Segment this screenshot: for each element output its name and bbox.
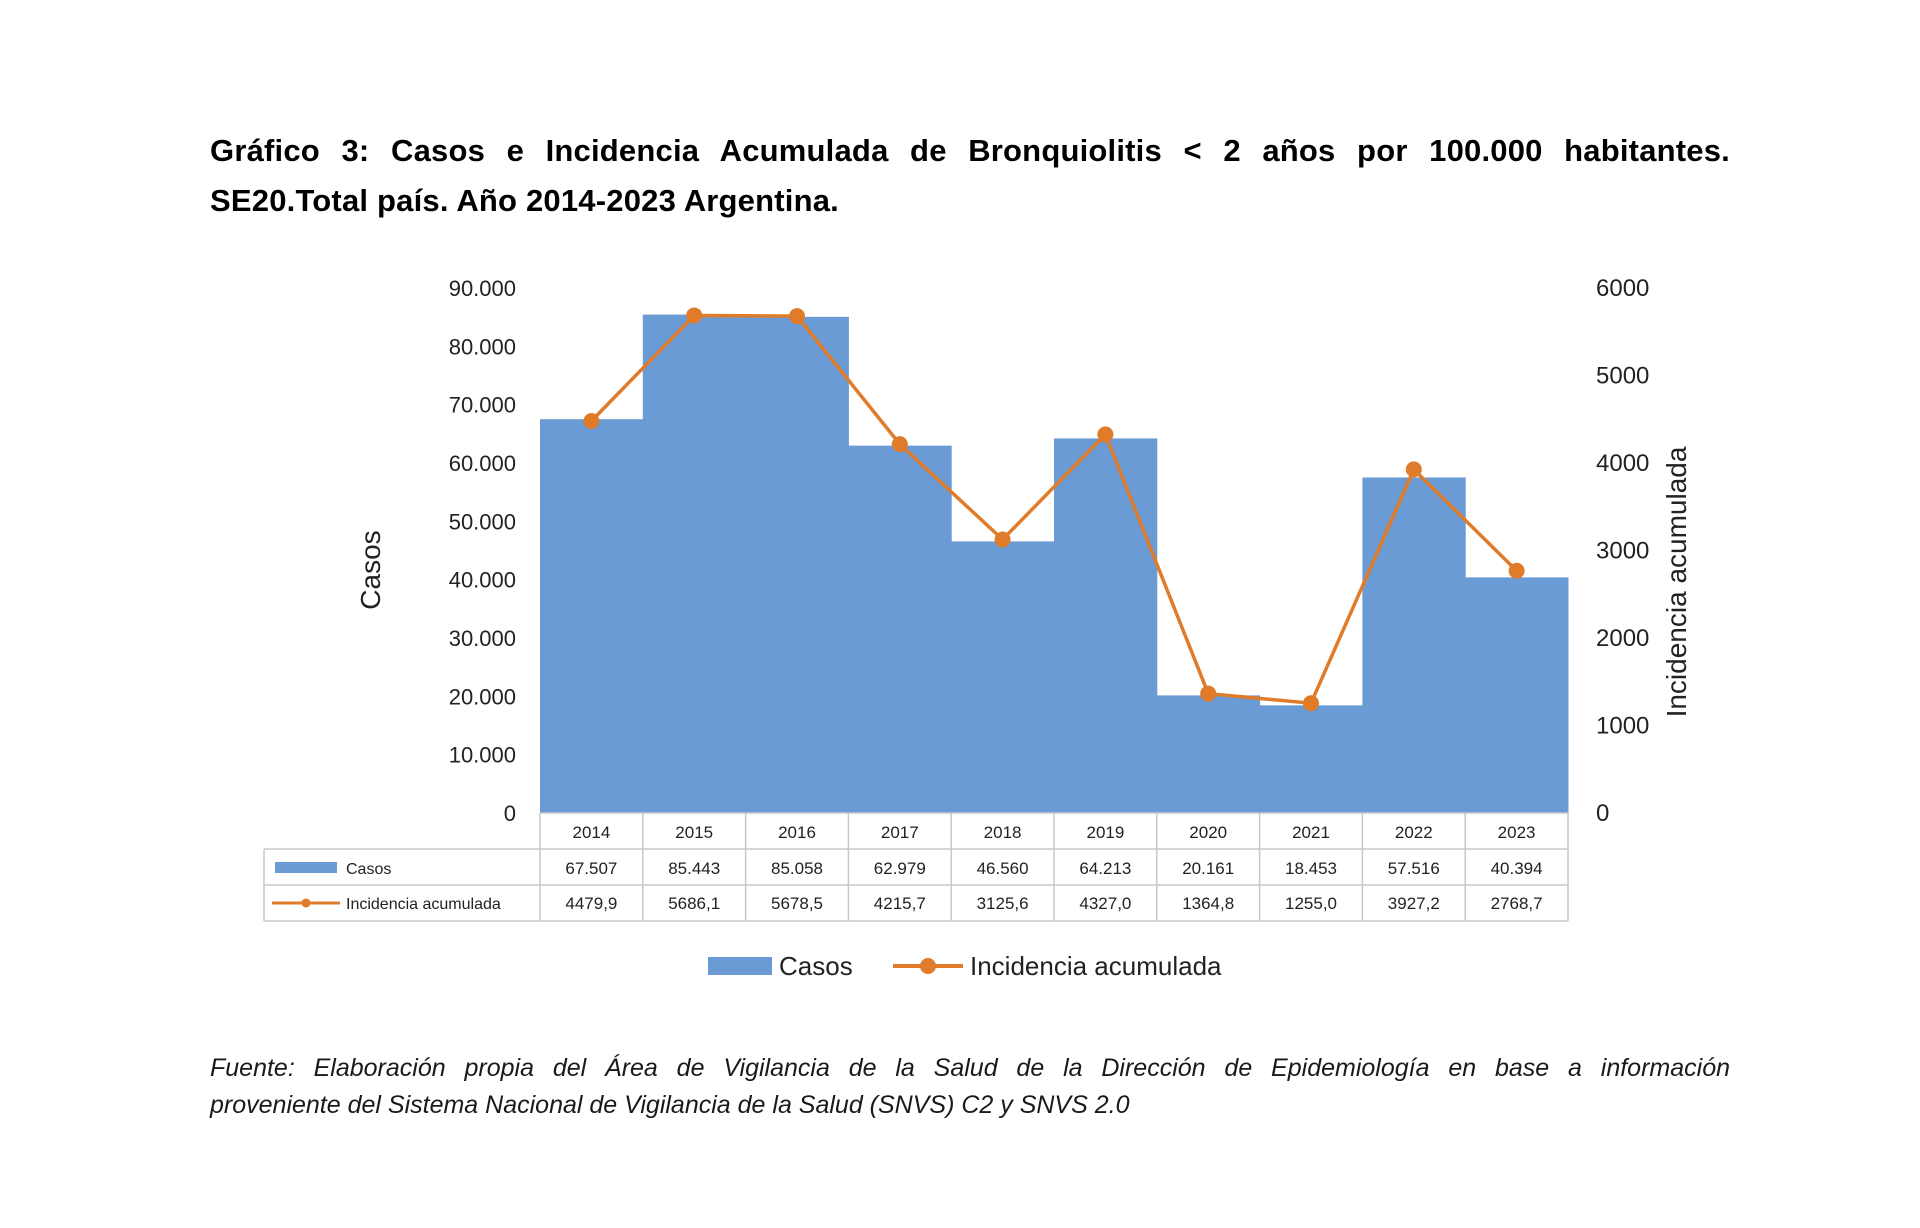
y-tick-label: 80.000 — [449, 334, 516, 359]
chart-title-line-2: SE20.Total país. Año 2014-2023 Argentina… — [210, 183, 839, 218]
y2-tick-label: 1000 — [1596, 713, 1649, 740]
y2-tick-label: 4000 — [1596, 450, 1649, 477]
table-value-incidencia: 4479,9 — [565, 894, 617, 913]
table-legend-bar-key — [275, 862, 337, 873]
y-tick-label: 20.000 — [449, 684, 516, 709]
y2-tick-label: 3000 — [1596, 538, 1649, 565]
legend-bar-key — [708, 957, 772, 975]
x-tick-label: 2021 — [1292, 823, 1330, 842]
table-value-incidencia: 4327,0 — [1079, 894, 1131, 913]
incidence-point-2014 — [583, 413, 600, 430]
table-value-casos: 67.507 — [565, 859, 617, 878]
table-value-incidencia: 5678,5 — [771, 894, 823, 913]
y2-tick-label: 2000 — [1596, 625, 1649, 652]
legend-line-marker — [920, 958, 936, 974]
y-tick-label: 30.000 — [449, 626, 516, 651]
table-value-casos: 85.058 — [771, 859, 823, 878]
bar-2015 — [642, 314, 747, 813]
x-tick-label: 2023 — [1498, 823, 1536, 842]
y-tick-label: 50.000 — [449, 509, 516, 534]
chart-title-line-1: Gráfico 3: Casos e Incidencia Acumulada … — [210, 133, 1730, 168]
bar-2014 — [540, 419, 644, 813]
incidence-point-2015 — [686, 307, 703, 324]
source-note: Fuente: Elaboración propia del Área de V… — [210, 1050, 1730, 1124]
incidence-line — [590, 313, 1518, 705]
bar-2016 — [745, 316, 849, 813]
x-tick-label: 2016 — [778, 823, 816, 842]
table-row-label: Casos — [346, 861, 391, 878]
table-value-casos: 57.516 — [1388, 859, 1440, 878]
x-tick-label: 2022 — [1395, 823, 1433, 842]
table-value-casos: 85.443 — [668, 859, 720, 878]
table-value-casos: 40.394 — [1491, 859, 1543, 878]
incidence-point-2022 — [1405, 461, 1422, 478]
x-tick-label: 2015 — [675, 823, 713, 842]
x-tick-label: 2019 — [1086, 823, 1124, 842]
incidence-point-2017 — [891, 436, 908, 453]
y-tick-label: 40.000 — [449, 568, 516, 593]
table-row-label: Incidencia acumulada — [346, 896, 501, 913]
table-value-incidencia: 5686,1 — [668, 894, 720, 913]
incidence-point-2018 — [994, 531, 1011, 548]
source-line-1: Fuente: Elaboración propia del Área de V… — [210, 1054, 1730, 1082]
y-axis-title: Casos — [355, 530, 386, 609]
table-legend-line-marker — [301, 898, 311, 908]
table-value-casos: 46.560 — [977, 859, 1029, 878]
bar-2017 — [848, 445, 952, 813]
x-tick-label: 2018 — [984, 823, 1022, 842]
y-tick-label: 70.000 — [449, 393, 516, 418]
y-tick-label: 60.000 — [449, 451, 516, 476]
incidence-point-2020 — [1200, 685, 1217, 702]
y2-tick-label: 0 — [1596, 800, 1609, 827]
table-value-incidencia: 1255,0 — [1285, 894, 1337, 913]
table-value-incidencia: 2768,7 — [1491, 894, 1543, 913]
bar-2021 — [1259, 705, 1363, 813]
x-tick-label: 2017 — [881, 823, 919, 842]
table-value-incidencia: 3125,6 — [977, 894, 1029, 913]
incidence-point-2019 — [1097, 426, 1114, 443]
chart-title: Gráfico 3: Casos e Incidencia Acumulada … — [210, 126, 1730, 226]
y-tick-label: 90.000 — [449, 276, 516, 301]
bar-2020 — [1156, 695, 1261, 813]
table-value-casos: 62.979 — [874, 859, 926, 878]
legend-label-incidencia: Incidencia acumulada — [970, 951, 1222, 981]
x-tick-label: 2014 — [572, 823, 610, 842]
table-value-incidencia: 4215,7 — [874, 894, 926, 913]
table-value-incidencia: 3927,2 — [1388, 894, 1440, 913]
y2-tick-label: 6000 — [1596, 275, 1649, 302]
table-value-incidencia: 1364,8 — [1182, 894, 1234, 913]
x-tick-label: 2020 — [1189, 823, 1227, 842]
bar-2023 — [1465, 577, 1569, 813]
bar-2019 — [1054, 438, 1158, 813]
incidence-point-2016 — [789, 308, 805, 325]
legend-label-casos: Casos — [779, 951, 853, 981]
y2-tick-label: 5000 — [1596, 363, 1649, 390]
incidence-point-2023 — [1508, 562, 1525, 579]
incidence-point-2021 — [1303, 695, 1319, 712]
y2-axis-title: Incidencia acumulada — [1661, 446, 1692, 717]
bar-2022 — [1362, 477, 1466, 813]
table-value-casos: 18.453 — [1285, 859, 1337, 878]
bar-2018 — [951, 541, 1055, 813]
table-value-casos: 64.213 — [1079, 859, 1131, 878]
y-tick-label: 10.000 — [449, 743, 516, 768]
source-line-2: proveniente del Sistema Nacional de Vigi… — [210, 1091, 1130, 1119]
y-tick-label: 0 — [504, 801, 516, 826]
table-value-casos: 20.161 — [1182, 859, 1234, 878]
